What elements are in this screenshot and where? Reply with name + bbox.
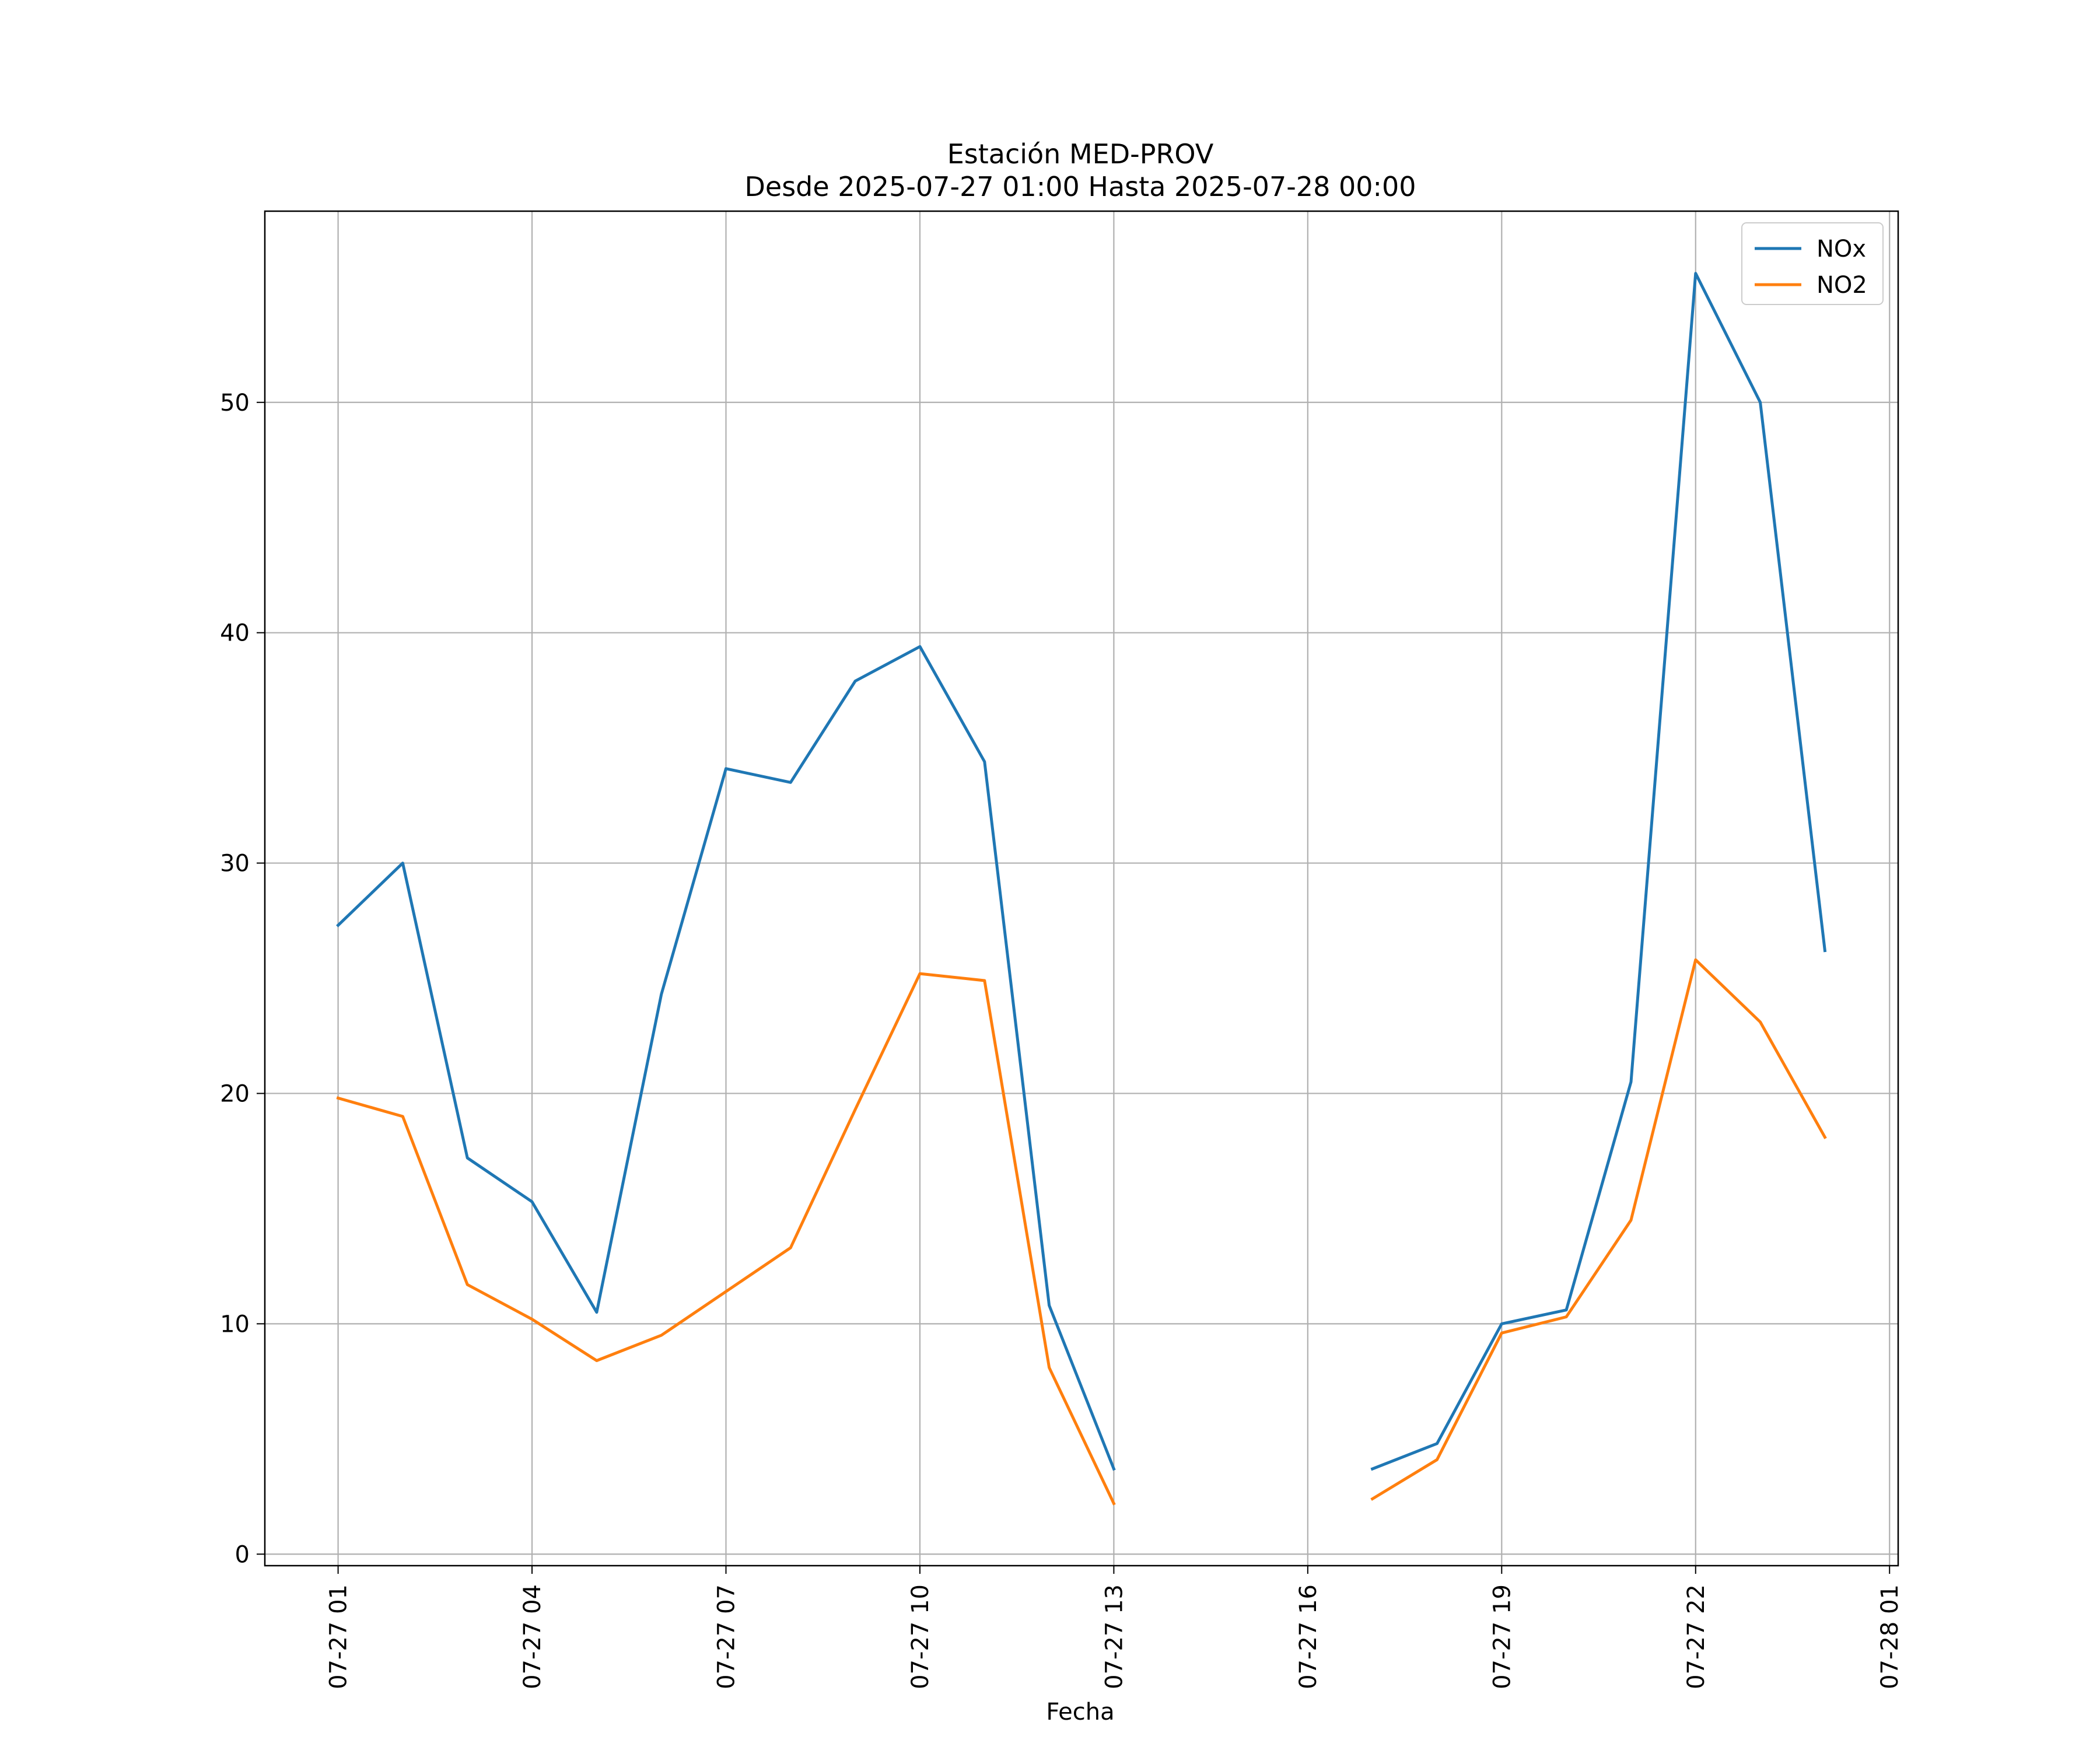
series-nox xyxy=(336,272,1827,1471)
x-tick-label: 07-27 22 xyxy=(1683,1584,1710,1689)
legend-label: NO2 xyxy=(1817,272,1867,299)
legend: NOx NO2 xyxy=(1741,222,1884,305)
y-tick-label: 40 xyxy=(220,620,250,647)
y-tick-label: 20 xyxy=(220,1080,250,1107)
x-tick-label: 07-27 19 xyxy=(1489,1584,1516,1689)
x-tick-label: 07-27 13 xyxy=(1101,1584,1128,1689)
x-tick-label: 07-27 16 xyxy=(1295,1584,1322,1689)
x-tick-label: 07-28 01 xyxy=(1877,1584,1903,1689)
series-lines xyxy=(336,272,1827,1506)
grid xyxy=(265,211,1898,1566)
x-axis-label: Fecha xyxy=(1046,1699,1114,1726)
plot-frame xyxy=(264,210,1899,1567)
series-line-nox xyxy=(336,272,1827,1471)
series-no2 xyxy=(336,958,1827,1506)
y-tick-label: 50 xyxy=(220,390,250,416)
y-tick-label: 10 xyxy=(220,1311,250,1338)
series-line-no2 xyxy=(336,958,1827,1506)
x-tick-label: 07-27 07 xyxy=(713,1584,740,1689)
x-tick-label: 07-27 10 xyxy=(907,1584,934,1689)
chart-title: Estación MED-PROV xyxy=(947,138,1214,170)
legend-label: NOx xyxy=(1817,236,1866,262)
x-tick-label: 07-27 01 xyxy=(326,1584,352,1689)
chart-subtitle: Desde 2025-07-27 01:00 Hasta 2025-07-28 … xyxy=(744,171,1416,202)
y-tick-label: 0 xyxy=(235,1541,250,1568)
axes: 07-27 01 07-27 04 07-27 07 07-27 10 07-27 13… xyxy=(220,390,1903,1689)
y-tick-label: 30 xyxy=(220,850,250,877)
x-tick-label: 07-27 04 xyxy=(519,1584,546,1689)
